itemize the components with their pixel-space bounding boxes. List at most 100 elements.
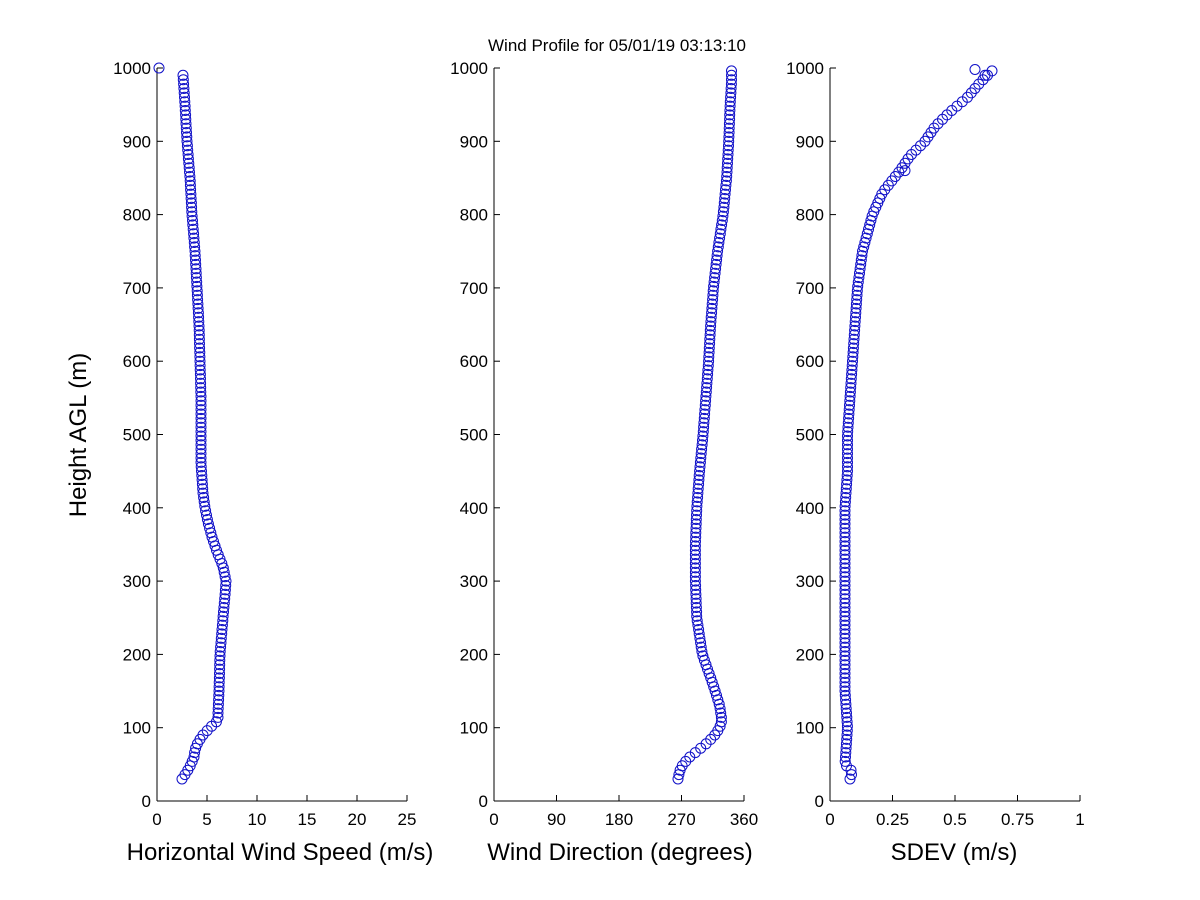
data-point <box>724 96 736 108</box>
data-point <box>195 404 207 416</box>
y-tick-label: 900 <box>460 132 488 151</box>
data-point <box>195 456 207 468</box>
data-point <box>196 465 207 477</box>
data-point <box>202 518 214 530</box>
data-point <box>193 324 205 336</box>
data-point <box>195 408 207 420</box>
y-tick-label: 800 <box>123 206 151 225</box>
data-point <box>842 448 853 460</box>
data-point <box>189 241 201 253</box>
data-point <box>839 522 851 534</box>
data-point <box>855 258 867 270</box>
data-point <box>188 228 200 240</box>
data-point <box>726 69 737 81</box>
data-point <box>899 165 911 177</box>
data-point <box>220 575 232 587</box>
x-axis-label-wind-speed: Horizontal Wind Speed (m/s) <box>127 839 434 866</box>
data-point <box>187 223 199 235</box>
data-point <box>184 175 196 187</box>
data-point <box>848 333 860 345</box>
y-tick-label: 1000 <box>450 59 488 78</box>
data-point <box>839 500 851 512</box>
data-point <box>723 140 734 152</box>
data-point <box>702 364 714 376</box>
data-point <box>192 307 204 319</box>
data-point <box>212 698 224 710</box>
data-point <box>195 417 207 429</box>
data-point <box>841 474 853 486</box>
data-point <box>213 685 225 697</box>
data-point <box>218 602 230 613</box>
data-point <box>703 355 715 367</box>
data-point <box>697 426 709 438</box>
data-point <box>839 663 851 675</box>
data-point <box>193 320 205 332</box>
y-tick-label: 100 <box>460 719 488 738</box>
data-point <box>684 751 696 763</box>
data-point <box>186 201 198 213</box>
data-point <box>205 527 217 539</box>
data-point <box>699 404 711 416</box>
data-point <box>697 434 708 446</box>
data-point <box>188 751 200 763</box>
data-point <box>724 109 736 121</box>
data-point <box>195 377 207 389</box>
data-point <box>690 584 702 596</box>
data-point <box>691 496 703 508</box>
data-point <box>219 593 231 605</box>
data-point <box>840 703 852 715</box>
data-point <box>700 386 712 398</box>
data-point <box>851 294 863 306</box>
data-point <box>213 689 225 701</box>
data-point <box>216 628 228 640</box>
data-point <box>706 298 718 310</box>
data-point <box>690 531 702 543</box>
data-point <box>180 122 192 134</box>
data-point <box>215 641 227 653</box>
data-point <box>178 83 190 94</box>
data-point <box>690 593 702 605</box>
data-point <box>863 223 874 235</box>
data-point <box>714 232 726 244</box>
y-tick-label: 400 <box>123 499 151 518</box>
data-point <box>206 531 218 543</box>
data-point <box>691 610 703 622</box>
data-point <box>849 320 861 332</box>
data-point <box>726 74 737 86</box>
data-point <box>842 443 853 455</box>
data-point <box>841 733 853 745</box>
data-point <box>699 408 711 420</box>
data-point <box>213 681 225 693</box>
data-point <box>840 747 852 759</box>
data-point <box>709 272 721 284</box>
data-point <box>839 549 851 561</box>
data-point <box>839 518 851 530</box>
data-point <box>183 157 195 169</box>
data-point <box>969 83 981 94</box>
data-point <box>701 377 713 389</box>
data-point <box>177 69 189 81</box>
y-tick-label: 100 <box>796 719 824 738</box>
data-point <box>854 263 866 275</box>
x-axis-label-wind-direction: Wind Direction (degrees) <box>487 839 752 866</box>
data-point <box>842 417 854 429</box>
data-point <box>839 584 851 596</box>
data-point <box>690 527 702 539</box>
data-point <box>695 448 707 460</box>
data-point <box>693 628 705 640</box>
data-point <box>839 659 851 671</box>
data-point <box>839 571 851 583</box>
data-point <box>690 597 702 609</box>
data-point <box>841 470 853 481</box>
data-point <box>843 408 855 420</box>
data-point <box>840 487 852 499</box>
data-point <box>695 637 707 649</box>
data-point <box>698 417 710 429</box>
y-tick-label: 900 <box>796 132 824 151</box>
y-axis-label: Height AGL (m) <box>65 353 92 518</box>
data-point <box>193 311 205 323</box>
data-point <box>839 540 851 552</box>
data-point <box>689 566 701 578</box>
data-point <box>180 113 192 125</box>
data-point <box>691 505 703 517</box>
